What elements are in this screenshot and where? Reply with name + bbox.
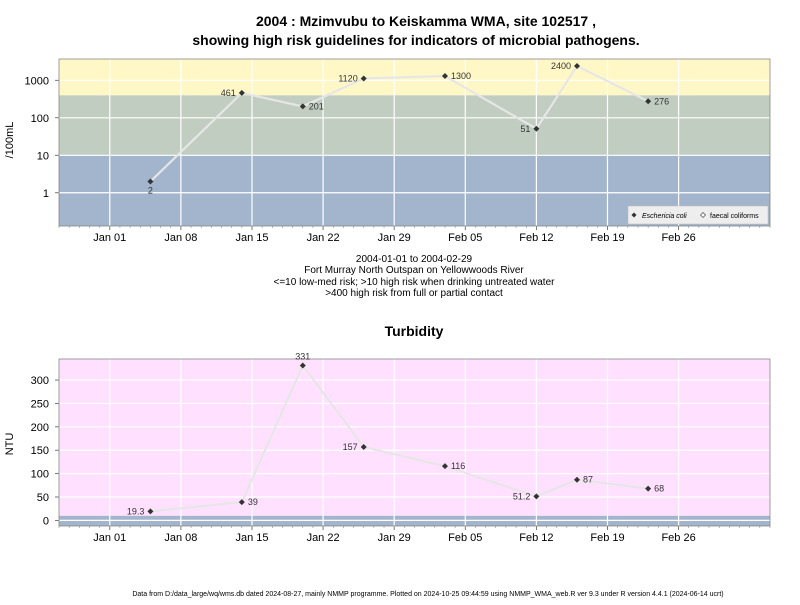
c1-ytick-label-1: 10	[37, 150, 49, 162]
chart2-title: Turbidity	[385, 323, 444, 339]
c2-ytick-label-1: 50	[37, 492, 49, 504]
c1-xtick-label-0: Jan 01	[93, 232, 126, 244]
c2-point-label-3: 157	[343, 442, 358, 452]
c2-point-label-4: 116	[451, 461, 465, 471]
c2-point-3	[360, 443, 367, 450]
turbidity-chart: Turbidity Jan 01 Jan 08 Jan 15 Jan 22 Jan 29…	[4, 323, 771, 544]
c2-band-1	[59, 359, 770, 516]
c2-ytick-label-5: 250	[31, 398, 49, 410]
chart-title-line-1: 2004 : Mzimvubu to Keiskamma WMA, site 1…	[256, 13, 596, 29]
c1-xtick-label-7: Feb 19	[590, 232, 624, 244]
legend: Eschericia coli faecal coliforms	[627, 205, 769, 225]
subtitle-risk-drinking: <=10 low-med risk; >10 high risk when dr…	[274, 277, 556, 288]
c1-xtick-label-4: Jan 29	[378, 232, 411, 244]
c1-ytick-label-2: 100	[31, 113, 49, 125]
c2-point-2	[299, 362, 306, 369]
c2-point-label-6: 87	[583, 475, 593, 485]
c2-point-0	[147, 508, 154, 515]
y-axis-label-2: NTU	[4, 433, 16, 456]
c1-xtick-label-6: Feb 12	[519, 232, 553, 244]
subtitle-site-name: Fort Murray North Outspan on Yellowwoods…	[304, 265, 524, 276]
legend-ecoli-marker	[631, 212, 637, 218]
c1-point-5	[533, 125, 540, 132]
c1-point-1	[238, 89, 245, 96]
c2-xtick-label-8: Feb 26	[661, 532, 695, 544]
c1-point-2	[299, 103, 306, 110]
c2-point-4	[441, 463, 448, 470]
c1-xtick-label-2: Jan 15	[235, 232, 268, 244]
c2-ytick-label-6: 300	[31, 375, 49, 387]
c1-point-label-6: 2400	[551, 61, 571, 71]
c2-point-label-1: 39	[248, 497, 258, 507]
c1-point-label-0: 2	[148, 185, 153, 195]
c1-point-3	[360, 75, 367, 82]
c1-ytick-label-3: 1000	[25, 75, 49, 87]
c2-xtick-label-6: Feb 12	[519, 532, 553, 544]
c1-xtick-label-8: Feb 26	[661, 232, 695, 244]
c1-point-6	[574, 63, 581, 70]
c2-xtick-label-2: Jan 15	[235, 532, 268, 544]
c2-point-label-2: 331	[295, 352, 310, 362]
c1-ytick-label-0: 1	[43, 188, 49, 200]
legend-ecoli-label: Eschericia coli	[642, 213, 687, 220]
c2-series-line	[150, 363, 649, 513]
c2-point-label-5: 51.2	[513, 491, 531, 501]
c1-point-label-1: 461	[221, 88, 236, 98]
c1-xtick-label-5: Feb 05	[448, 232, 482, 244]
subtitle-date-range: 2004-01-01 to 2004-02-29	[356, 254, 473, 265]
c1-point-label-4: 1300	[451, 71, 471, 81]
c2-ytick-label-4: 200	[31, 422, 49, 434]
c1-series-line	[149, 64, 649, 183]
c2-point-label-0: 19.3	[127, 506, 145, 516]
c2-ytick-label-0: 0	[43, 515, 49, 527]
legend-box	[627, 205, 769, 225]
ecoli-chart: 2004 : Mzimvubu to Keiskamma WMA, site 1…	[4, 13, 771, 299]
c1-point-7	[645, 98, 652, 105]
c1-point-0	[147, 178, 154, 185]
c2-ytick-label-2: 100	[31, 469, 49, 481]
c1-point-4	[441, 73, 448, 80]
c2-xtick-label-7: Feb 19	[590, 532, 624, 544]
c2-point-1	[238, 499, 245, 506]
c2-xtick-label-1: Jan 08	[164, 532, 197, 544]
c1-plot-frame	[58, 58, 771, 227]
subtitle-risk-contact: >400 high risk from full or partial cont…	[325, 288, 503, 299]
c2-xtick-label-4: Jan 29	[378, 532, 411, 544]
chart-title-line-2: showing high risk guidelines for indicat…	[192, 32, 639, 48]
legend-faecal-label: faecal coliforms	[710, 213, 759, 220]
c1-xtick-label-3: Jan 22	[307, 232, 340, 244]
c1-band-1	[59, 95, 770, 156]
c2-plot-frame	[58, 358, 771, 527]
c1-point-label-2: 201	[309, 101, 324, 111]
c2-xtick-label-0: Jan 01	[93, 532, 126, 544]
c1-point-label-7: 276	[654, 96, 669, 106]
c2-point-7	[645, 485, 652, 492]
legend-faecal-marker	[700, 212, 706, 218]
c2-point-6	[574, 476, 581, 483]
c2-point-label-7: 68	[654, 484, 664, 494]
c1-point-label-5: 51	[520, 124, 530, 134]
y-axis-label: /100mL	[4, 122, 16, 159]
c1-xtick-label-1: Jan 08	[164, 232, 197, 244]
c2-point-5	[533, 493, 540, 500]
c2-xtick-label-3: Jan 22	[307, 532, 340, 544]
footer-note: Data from D:/data_large/wq/wms.db dated …	[132, 591, 723, 598]
c1-point-label-3: 1120	[338, 73, 357, 83]
c2-ytick-label-3: 150	[31, 445, 49, 457]
c2-xtick-label-5: Feb 05	[448, 532, 482, 544]
